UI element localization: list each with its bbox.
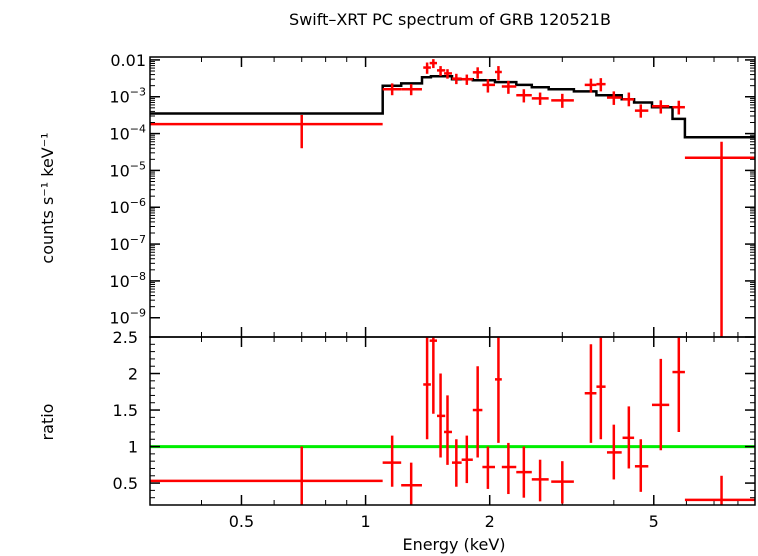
y-tick-base: 0.01 <box>110 51 146 70</box>
y-axis-label-bottom: ratio <box>38 404 57 441</box>
y-tick-label: 10−5 <box>109 159 146 180</box>
ratio-panel: 0.5 1 2 5 0.5 1 1.5 2 2.5 <box>113 328 756 531</box>
y-tick-label: 10−9 <box>109 307 146 328</box>
ratio-y-tick-label: 1.5 <box>113 401 138 420</box>
spectrum-point <box>584 78 597 93</box>
y-tick-exponent: −7 <box>130 233 146 246</box>
y-tick-base: 10 <box>109 235 129 254</box>
x-tick-label: 5 <box>649 512 659 531</box>
spectrum-point <box>429 59 437 69</box>
y-axis-label-top: counts s⁻¹ keV⁻¹ <box>38 132 57 263</box>
ratio-point <box>494 337 502 443</box>
ratio-point <box>401 462 422 505</box>
x-axis-label: Energy (keV) <box>402 535 505 554</box>
spectrum-point <box>494 66 502 81</box>
y-tick-base: 10 <box>109 309 129 328</box>
y-tick-exponent: −3 <box>130 86 146 99</box>
ratio-point <box>423 337 431 440</box>
y-tick-base: 10 <box>109 198 129 217</box>
ratio-point <box>634 439 649 492</box>
y-tick-exponent: −9 <box>130 307 146 320</box>
ratio-point <box>472 366 483 458</box>
spectrum-point <box>501 80 517 94</box>
ratio-point <box>651 358 670 451</box>
spectrum-point <box>382 83 402 96</box>
ratio-point <box>584 344 597 443</box>
y-tick-base: 10 <box>109 272 129 291</box>
spectrum-point <box>634 104 649 118</box>
chart-title: Swift–XRT PC spectrum of GRB 120521B <box>289 10 611 29</box>
spectrum-point <box>551 93 574 108</box>
y-tick-exponent: −6 <box>130 196 146 209</box>
ratio-y-tick-label: 1 <box>128 438 138 457</box>
ratio-point <box>444 395 452 465</box>
y-tick-base: 10 <box>109 88 129 107</box>
ratio-point <box>606 424 622 480</box>
spectrum-point <box>531 92 549 105</box>
spectrum-point <box>472 67 483 79</box>
spectrum-point <box>684 141 755 337</box>
spectrum-point <box>622 92 635 107</box>
y-tick-label: 10−7 <box>109 233 146 254</box>
x-tick-label: 0.5 <box>229 512 254 531</box>
y-tick-exponent: −8 <box>130 270 146 283</box>
ratio-point <box>551 461 574 504</box>
spectrum-frame <box>149 56 756 338</box>
ratio-point <box>672 337 685 432</box>
ratio-point <box>429 337 437 414</box>
spectrum-point <box>150 114 383 149</box>
y-tick-label: 10−8 <box>109 270 146 291</box>
ratio-point <box>622 406 635 469</box>
spectrum-point <box>672 100 685 115</box>
model-curve <box>150 75 755 139</box>
y-tick-label: 10−4 <box>109 123 146 144</box>
spectrum-point <box>516 89 532 103</box>
spectrum-point <box>436 66 446 76</box>
ratio-y-tick-label: 2 <box>128 365 138 384</box>
y-tick-label: 10−3 <box>109 86 146 107</box>
y-tick-label: 0.01 <box>110 51 146 70</box>
ratio-point <box>501 442 517 495</box>
ratio-frame <box>149 336 756 506</box>
ratio-y-tick-label: 2.5 <box>113 328 138 347</box>
spectrum-point <box>423 62 431 74</box>
ratio-point <box>684 475 755 505</box>
spectrum-point <box>444 69 452 79</box>
ratio-point <box>150 446 383 505</box>
y-tick-base: 10 <box>109 161 129 180</box>
spectrum-point <box>451 73 462 85</box>
spectrum-point <box>401 84 422 96</box>
y-tick-base: 10 <box>109 125 129 144</box>
y-tick-exponent: −4 <box>130 123 146 136</box>
x-tick-label: 2 <box>485 512 495 531</box>
ratio-point <box>596 337 606 440</box>
ratio-point <box>382 435 402 487</box>
y-tick-exponent: −5 <box>130 159 146 172</box>
spectrum-point <box>606 91 622 105</box>
y-tick-label: 10−6 <box>109 196 146 217</box>
ratio-point <box>482 446 495 489</box>
ratio-y-tick-label: 0.5 <box>113 474 138 493</box>
spectrum-point <box>651 100 670 114</box>
ratio-point <box>436 373 446 458</box>
ratio-point <box>451 439 462 487</box>
ratio-point <box>516 446 532 498</box>
x-tick-label: 1 <box>360 512 370 531</box>
spectrum-point <box>482 79 495 93</box>
spectrum-point <box>461 74 473 85</box>
spectrum-point <box>596 78 606 92</box>
ratio-point <box>531 459 549 502</box>
ratio-point <box>461 435 473 484</box>
